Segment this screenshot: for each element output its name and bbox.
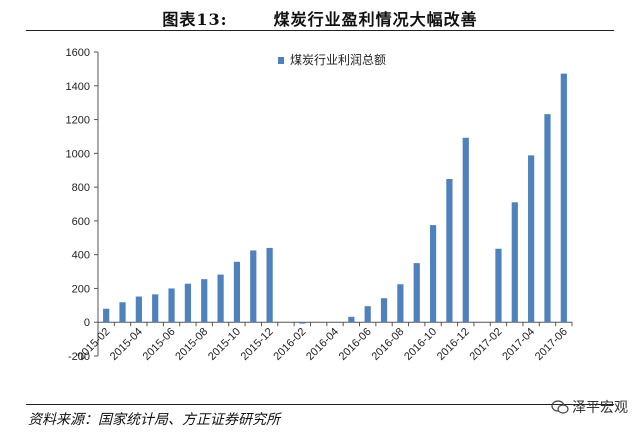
y-tick-label: 1400 [66,81,90,93]
bar [413,263,420,323]
y-tick-label: -200 [68,351,90,363]
x-tick-label: 2017-02 [468,326,505,363]
bar [397,284,404,323]
wechat-icon [551,400,569,414]
bar [364,306,371,323]
watermark: 泽平宏观 [551,397,628,417]
footer-divider [26,404,614,405]
y-tick-label: 200 [72,283,90,295]
y-tick-label: 1200 [66,115,90,127]
bar [119,302,126,323]
bar [429,225,437,323]
bar [201,279,208,323]
x-tick-label: 2015-06 [141,326,178,363]
bar [184,283,192,323]
bar [544,114,551,323]
bar [528,155,535,323]
bar [152,294,159,323]
bar [233,261,241,323]
bar [380,298,388,323]
source-note: 资料来源：国家统计局、方正证券研究所 [28,412,280,428]
y-tick-label: 600 [72,216,90,228]
y-axis: -200 0 200 400 600 800 1000 1200 1400 1600 [66,47,99,363]
y-tick-label: 1000 [66,148,90,160]
title-divider [26,30,614,31]
x-tick-label: 2015-02 [75,326,112,363]
x-tick-label: 2017-04 [500,326,537,363]
bar [348,316,355,323]
x-axis: 2015-022015-042015-062015-082015-102015-… [75,321,573,363]
figure-title: 图表13: 煤炭行业盈利情况大幅改善 [0,6,640,30]
y-tick-label: 400 [72,250,90,262]
bar [560,73,567,323]
bar [168,288,175,323]
bar [495,248,502,323]
bar [217,274,224,323]
watermark-text: 泽平宏观 [572,400,628,416]
y-tick-label: 800 [72,182,90,194]
bar [103,308,110,323]
bar [511,202,518,323]
x-tick-label: 2016-12 [435,326,472,363]
bar-chart: -200 0 200 400 600 800 1000 1200 1400 1600 2015-0… [66,47,573,363]
x-tick-label: 2016-02 [271,326,308,363]
x-tick-label: 2016-10 [402,326,439,363]
bar-series [103,73,567,324]
bar [266,247,273,323]
y-tick-label: 0 [84,317,90,329]
bar [135,296,142,323]
legend-label: 煤炭行业利润总额 [290,53,386,67]
figure-label: 图表13: [162,10,228,29]
x-tick-label: 2017-06 [533,326,570,363]
x-tick-label: 2016-06 [337,326,374,363]
bar [299,322,306,324]
x-tick-label: 2016-08 [369,326,406,363]
bar [446,179,453,323]
bar [462,137,469,323]
y-tick-label: 1600 [66,47,90,59]
x-tick-label: 2016-04 [304,326,341,363]
bar [250,250,257,323]
x-tick-label: 2015-04 [108,326,145,363]
chart-legend: 煤炭行业利润总额 [278,53,386,67]
legend-swatch [278,57,284,64]
x-tick-label: 2015-10 [206,326,243,363]
x-tick-label: 2015-08 [173,326,210,363]
x-tick-label: 2015-12 [239,326,276,363]
figure-heading: 煤炭行业盈利情况大幅改善 [273,10,478,29]
